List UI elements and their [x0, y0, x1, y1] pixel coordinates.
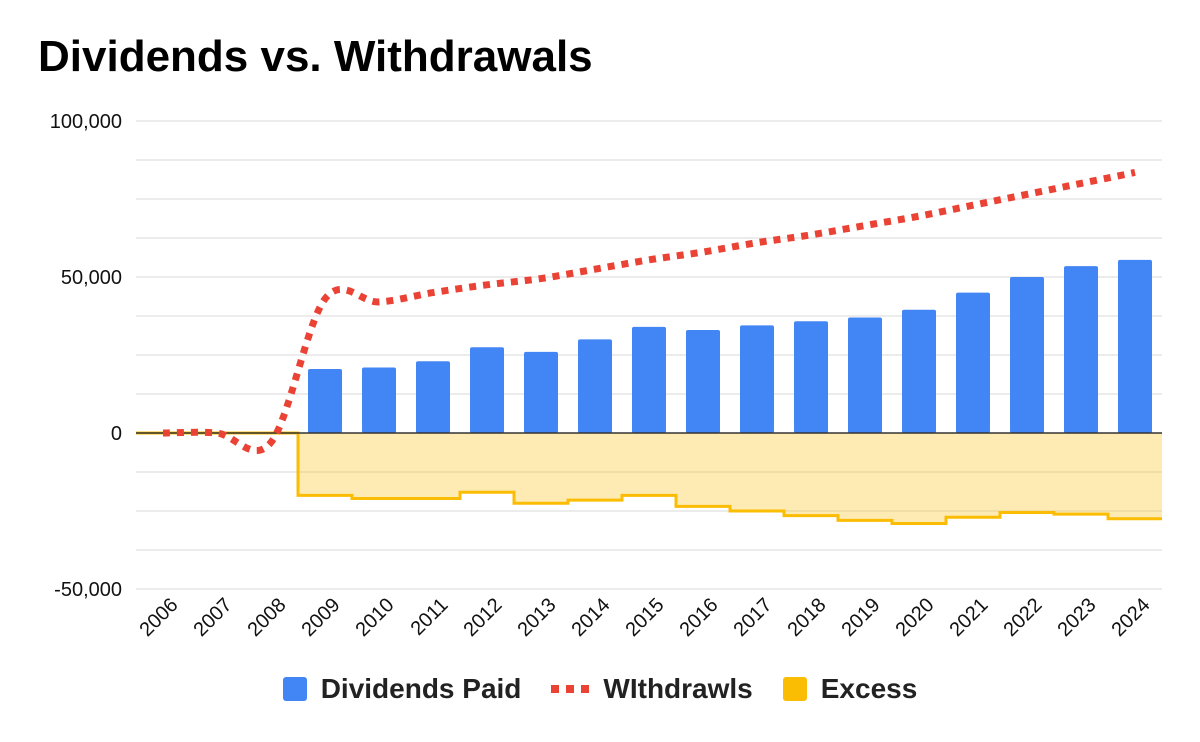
excess-line — [136, 431, 1162, 525]
dividend-bar — [1118, 259, 1152, 433]
x-tick-label: 2006 — [136, 594, 183, 641]
grid-lines — [136, 120, 1162, 590]
legend-swatch-excess — [782, 677, 807, 701]
excess-fill — [136, 433, 1162, 524]
legend-swatch-dividends — [282, 677, 307, 701]
legend-item-dividends[interactable]: Dividends Paid — [282, 673, 522, 705]
dividend-bar — [902, 309, 936, 433]
x-tick-label: 2010 — [352, 594, 399, 641]
dividend-bar — [686, 330, 720, 433]
y-tick-label: -50,000 — [54, 579, 122, 601]
legend-item-withdrawals[interactable]: WIthdrawls — [551, 673, 753, 705]
dividend-bar — [416, 361, 450, 433]
excess-area — [136, 431, 1162, 525]
chart-title: Dividends vs. Withdrawals — [38, 32, 593, 81]
dividend-bar — [632, 326, 666, 433]
x-tick-label: 2021 — [946, 594, 993, 641]
x-tick-label: 2022 — [1000, 594, 1047, 641]
withdrawals-path — [162, 169, 1136, 454]
y-tick-label: 0 — [111, 423, 122, 445]
dividend-bar — [740, 325, 774, 433]
x-tick-label: 2015 — [622, 594, 669, 641]
dividend-bar — [1010, 277, 1044, 433]
x-axis-ticks: 2006 2007 2008 2009 2010 2011 2012 2013 2014 2015… — [136, 594, 1155, 641]
dividend-bar — [848, 317, 882, 433]
x-tick-label: 2023 — [1054, 594, 1101, 641]
legend-label-excess: Excess — [820, 673, 918, 704]
dividend-bar — [578, 339, 612, 433]
dividend-bar — [794, 321, 828, 433]
dividend-bar — [956, 292, 990, 433]
dividend-bar — [524, 351, 558, 433]
dividend-bar — [362, 367, 396, 433]
x-tick-label: 2018 — [784, 594, 831, 641]
legend: Dividends Paid WIthdrawls Excess — [0, 669, 1200, 709]
x-tick-label: 2019 — [838, 594, 885, 641]
x-tick-label: 2011 — [407, 594, 453, 640]
x-tick-label: 2014 — [568, 594, 615, 641]
dividend-bar — [308, 369, 342, 433]
x-tick-label: 2013 — [514, 594, 561, 641]
legend-label-withdrawals: WIthdrawls — [603, 673, 753, 704]
x-tick-label: 2024 — [1108, 594, 1155, 641]
x-tick-label: 2009 — [298, 594, 345, 641]
y-tick-label: 50,000 — [61, 267, 122, 289]
x-tick-label: 2008 — [244, 594, 291, 641]
dividend-bar — [1064, 266, 1098, 433]
legend-item-excess[interactable]: Excess — [782, 673, 918, 705]
x-tick-label: 2007 — [190, 594, 237, 641]
legend-swatch-withdrawals — [551, 685, 590, 693]
x-tick-label: 2017 — [730, 594, 777, 641]
x-tick-label: 2012 — [460, 594, 507, 641]
x-tick-label: 2020 — [892, 594, 939, 641]
dividend-bar — [470, 347, 504, 433]
dividends-bars — [308, 259, 1152, 433]
y-tick-label: 100,000 — [50, 111, 122, 133]
x-tick-label: 2016 — [676, 594, 723, 641]
withdrawals-line — [162, 169, 1136, 454]
legend-label-dividends: Dividends Paid — [320, 673, 522, 704]
y-axis-ticks: 100,000 50,000 0 -50,000 — [50, 111, 122, 601]
